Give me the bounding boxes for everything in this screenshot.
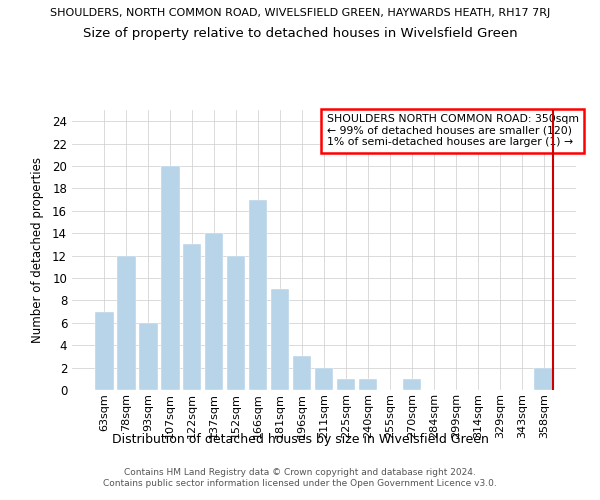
Bar bbox=[337, 379, 355, 390]
Bar bbox=[161, 166, 179, 390]
Bar bbox=[117, 256, 136, 390]
Bar bbox=[403, 379, 421, 390]
Bar bbox=[205, 233, 223, 390]
Text: Distribution of detached houses by size in Wivelsfield Green: Distribution of detached houses by size … bbox=[112, 432, 488, 446]
Text: SHOULDERS, NORTH COMMON ROAD, WIVELSFIELD GREEN, HAYWARDS HEATH, RH17 7RJ: SHOULDERS, NORTH COMMON ROAD, WIVELSFIEL… bbox=[50, 8, 550, 18]
Bar bbox=[249, 200, 268, 390]
Bar bbox=[271, 289, 289, 390]
Text: Contains HM Land Registry data © Crown copyright and database right 2024.
Contai: Contains HM Land Registry data © Crown c… bbox=[103, 468, 497, 487]
Bar bbox=[183, 244, 202, 390]
Bar bbox=[95, 312, 113, 390]
Bar bbox=[535, 368, 553, 390]
Bar bbox=[293, 356, 311, 390]
Text: Size of property relative to detached houses in Wivelsfield Green: Size of property relative to detached ho… bbox=[83, 28, 517, 40]
Bar bbox=[359, 379, 377, 390]
Bar bbox=[227, 256, 245, 390]
Bar bbox=[139, 323, 158, 390]
Bar bbox=[314, 368, 334, 390]
Y-axis label: Number of detached properties: Number of detached properties bbox=[31, 157, 44, 343]
Text: SHOULDERS NORTH COMMON ROAD: 350sqm
← 99% of detached houses are smaller (120)
1: SHOULDERS NORTH COMMON ROAD: 350sqm ← 99… bbox=[326, 114, 578, 148]
